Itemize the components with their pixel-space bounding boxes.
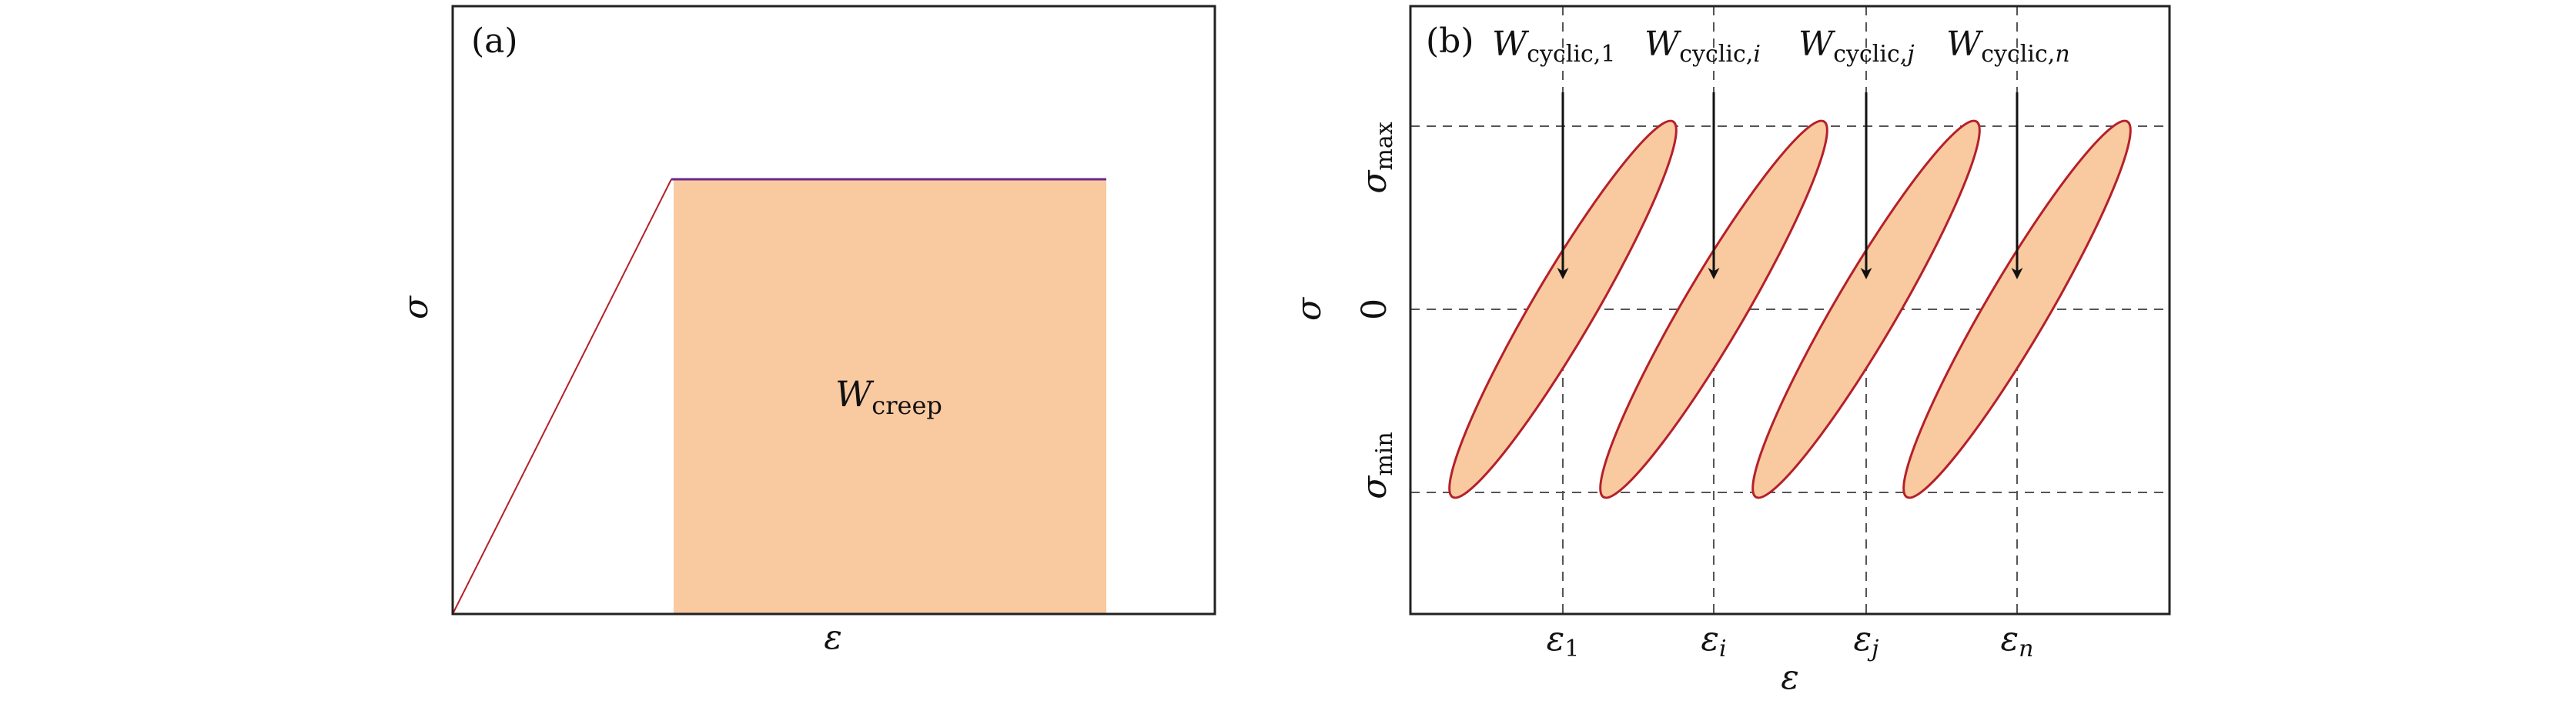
strain-label-1: ε1 bbox=[1547, 619, 1580, 662]
strain-label-j: εj bbox=[1854, 619, 1879, 662]
cycle-energy-label-i: Wcyclic,i bbox=[1644, 25, 1761, 68]
creep-area-label: Wcreep bbox=[835, 373, 942, 420]
hysteresis-loop-j bbox=[1751, 119, 1981, 499]
panel-a-tag: (a) bbox=[471, 22, 518, 61]
creep-area bbox=[674, 179, 1106, 614]
panel-a: (a) σ ε Wcreep bbox=[396, 5, 1216, 657]
hysteresis-loop-1 bbox=[1448, 119, 1678, 499]
sigma-max-label: σmax bbox=[1355, 122, 1398, 193]
cycle-energy-label-j: Wcyclic,j bbox=[1798, 25, 1915, 68]
elastic-loading-line bbox=[452, 179, 672, 615]
panel-b: (b) Wcyclic,1 Wcyclic,i Wcyclic,j Wcycli… bbox=[1290, 5, 2171, 697]
panel-b-y-axis-label: σ bbox=[1290, 296, 1329, 321]
zero-stress-label: 0 bbox=[1355, 299, 1394, 320]
hysteresis-loop-i bbox=[1599, 119, 1828, 499]
cycle-energy-label-n: Wcyclic,n bbox=[1946, 25, 2070, 68]
strain-label-n: εn bbox=[2001, 619, 2034, 662]
panel-b-frame bbox=[1409, 5, 2171, 616]
cycle-energy-label-1: Wcyclic,1 bbox=[1492, 25, 1615, 68]
strain-label-i: εi bbox=[1701, 619, 1726, 662]
panel-a-y-axis-label: σ bbox=[396, 295, 436, 319]
hysteresis-loop-n bbox=[1902, 119, 2132, 499]
panel-b-x-axis-label: ε bbox=[1781, 658, 1799, 697]
panel-b-tag: (b) bbox=[1426, 22, 1474, 61]
panel-a-x-axis-label: ε bbox=[824, 618, 842, 657]
sigma-min-label: σmin bbox=[1355, 432, 1398, 499]
panel-a-frame bbox=[451, 5, 1216, 616]
